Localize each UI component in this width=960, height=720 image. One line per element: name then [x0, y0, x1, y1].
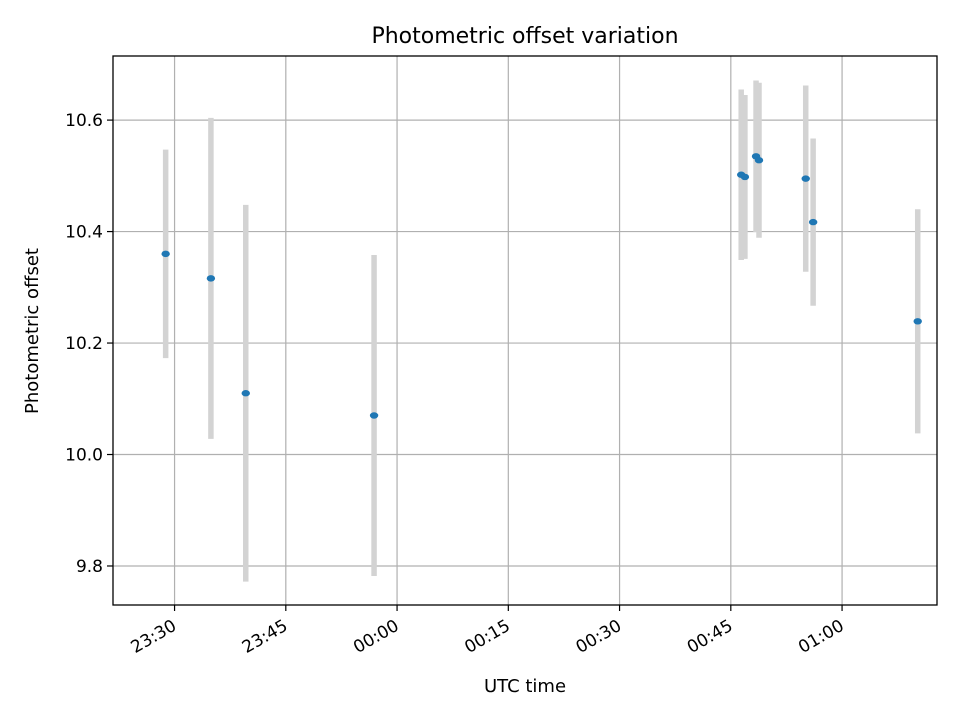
data-point — [161, 250, 170, 258]
data-point — [801, 175, 810, 182]
data-point — [913, 318, 922, 325]
y-tick-label: 10.6 — [65, 111, 103, 131]
y-axis-label: Photometric offset — [22, 248, 43, 414]
y-tick-label: 10.4 — [65, 223, 103, 243]
data-point — [808, 218, 818, 226]
y-tick-label: 9.8 — [76, 557, 103, 577]
data-point — [754, 157, 764, 164]
chart-title: Photometric offset variation — [371, 24, 678, 49]
y-tick-label: 10.0 — [65, 446, 103, 466]
data-point — [241, 390, 250, 397]
plot-frame — [112, 55, 938, 606]
y-tick-label: 10.2 — [65, 334, 103, 354]
data-points — [161, 153, 922, 419]
data-point — [740, 173, 750, 181]
y-axis-ticks: 9.8 10.0 10.2 10.4 10.6 — [65, 111, 113, 577]
x-axis-label: UTC time — [484, 676, 566, 697]
grid — [113, 56, 937, 605]
data-point — [206, 275, 216, 282]
data-point — [369, 412, 379, 419]
